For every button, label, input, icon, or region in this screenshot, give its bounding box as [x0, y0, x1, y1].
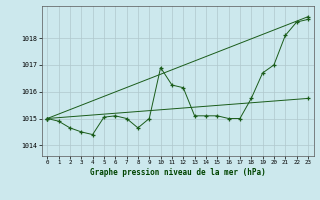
- X-axis label: Graphe pression niveau de la mer (hPa): Graphe pression niveau de la mer (hPa): [90, 168, 266, 177]
